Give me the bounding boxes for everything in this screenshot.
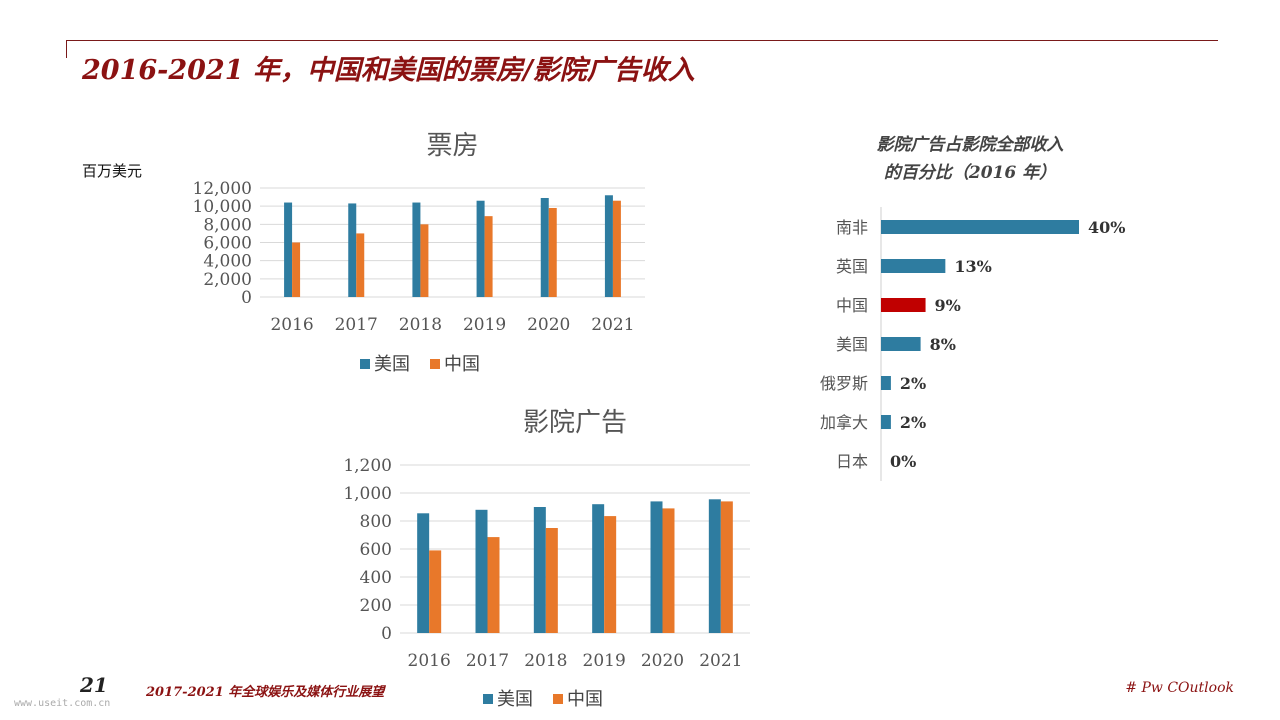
value-label: 8%: [930, 335, 956, 354]
x-tick-label: 2020: [641, 651, 684, 671]
y-tick-label: 6,000: [203, 234, 252, 254]
value-label: 13%: [954, 257, 991, 276]
bar-china: [429, 550, 442, 633]
x-tick-label: 2016: [270, 315, 313, 335]
bar-china: [720, 501, 733, 633]
legend-swatch-usa: [483, 694, 493, 704]
x-tick-label: 2016: [408, 651, 451, 671]
bar-china: [612, 200, 621, 297]
y-tick-label: 1,000: [343, 484, 392, 504]
y-tick-label: 0: [241, 288, 252, 308]
category-label: 南非: [836, 218, 868, 237]
ad-share-title-line-1: 影院广告占影院全部收入: [876, 135, 1064, 155]
legend-swatch-usa: [360, 359, 370, 369]
y-tick-label: 4,000: [203, 252, 252, 272]
x-tick-label: 2017: [335, 315, 378, 335]
slide-title: 2016-2021 年，中国和美国的票房/影院广告收入: [82, 55, 695, 86]
value-label: 0%: [890, 452, 916, 471]
x-tick-label: 2019: [463, 315, 506, 335]
unit-label: 百万美元: [82, 162, 143, 180]
ad-share-title-line-2: 的百分比（2016 年）: [883, 163, 1057, 183]
bar-usa: [592, 504, 605, 633]
legend-swatch-china: [430, 359, 440, 369]
legend-label-usa: 美国: [497, 689, 533, 710]
cinema-advertising-chart: 影院广告 0 200 400 600 800 1,000 1,200 2016 2017 2018 2…: [343, 408, 750, 710]
value-label: 40%: [1088, 218, 1125, 237]
value-label: 9%: [935, 296, 961, 315]
x-tick-label: 2019: [583, 651, 626, 671]
category-label: 日本: [836, 452, 868, 471]
chart-title: 票房: [426, 131, 478, 161]
ad-share-chart: 南非 40% 英国 13% 中国 9% 美国 8% 俄罗斯 2% 加拿大 2% 日本 0%: [820, 207, 1125, 481]
bar-usa: [604, 195, 613, 297]
category-label: 美国: [836, 335, 868, 354]
category-label: 中国: [836, 296, 868, 315]
value-label: 2%: [900, 374, 926, 393]
bar-china: [292, 242, 301, 297]
y-tick-label: 200: [360, 596, 392, 616]
bar-usa: [533, 507, 546, 633]
y-tick-label: 2,000: [203, 270, 252, 290]
x-tick-label: 2021: [699, 651, 742, 671]
bar-china: [545, 528, 558, 633]
bar-china: [604, 516, 617, 633]
x-tick-label: 2018: [524, 651, 567, 671]
y-tick-label: 600: [360, 540, 392, 560]
category-label: 英国: [836, 257, 868, 276]
y-tick-label: 400: [360, 568, 392, 588]
category-label: 俄罗斯: [820, 374, 868, 393]
legend-label-usa: 美国: [374, 354, 410, 375]
value-label: 2%: [900, 413, 926, 432]
bar-usa: [540, 197, 549, 297]
bar-usa: [412, 202, 421, 297]
bar-usa: [475, 509, 488, 633]
report-name: 2017-2021 年全球娱乐及媒体行业展望: [146, 685, 385, 700]
bar-china: [487, 537, 500, 633]
y-tick-label: 8,000: [203, 215, 252, 235]
bar-china: [662, 508, 675, 633]
watermark: www.useit.com.cn: [14, 698, 111, 709]
bar-highlight: [881, 298, 926, 312]
y-tick-label: 10,000: [193, 197, 252, 217]
bar-usa: [417, 513, 430, 633]
y-tick-label: 800: [360, 512, 392, 532]
bar-china: [484, 216, 493, 297]
y-tick-label: 12,000: [193, 179, 252, 199]
bar: [881, 337, 921, 351]
legend-label-china: 中国: [444, 354, 480, 375]
bar-usa: [284, 202, 293, 297]
bar-usa: [650, 501, 663, 633]
x-tick-label: 2021: [591, 315, 634, 335]
bar-usa: [476, 200, 485, 297]
ad-share-chart-title: 影院广告占影院全部收入 的百分比（2016 年）: [820, 131, 1120, 187]
legend-label-china: 中国: [567, 689, 603, 710]
hashtag: # Pw COutlook: [1125, 680, 1234, 696]
x-tick-label: 2017: [466, 651, 509, 671]
bar-china: [548, 207, 557, 297]
top-rule: [66, 40, 1218, 41]
page-number: 21: [80, 673, 108, 697]
chart-title: 影院广告: [523, 408, 627, 438]
bar-china: [356, 233, 365, 297]
legend-swatch-china: [553, 694, 563, 704]
bar-usa: [708, 499, 721, 633]
bar: [881, 220, 1079, 234]
bar-usa: [348, 203, 357, 297]
bar-china: [420, 224, 429, 297]
x-tick-label: 2018: [399, 315, 442, 335]
y-tick-label: 1,200: [343, 456, 392, 476]
y-tick-label: 0: [381, 624, 392, 644]
bar: [881, 415, 891, 429]
x-tick-label: 2020: [527, 315, 570, 335]
top-rule-tick: [66, 40, 67, 58]
category-label: 加拿大: [820, 413, 868, 432]
bar: [881, 376, 891, 390]
bar: [881, 259, 946, 273]
